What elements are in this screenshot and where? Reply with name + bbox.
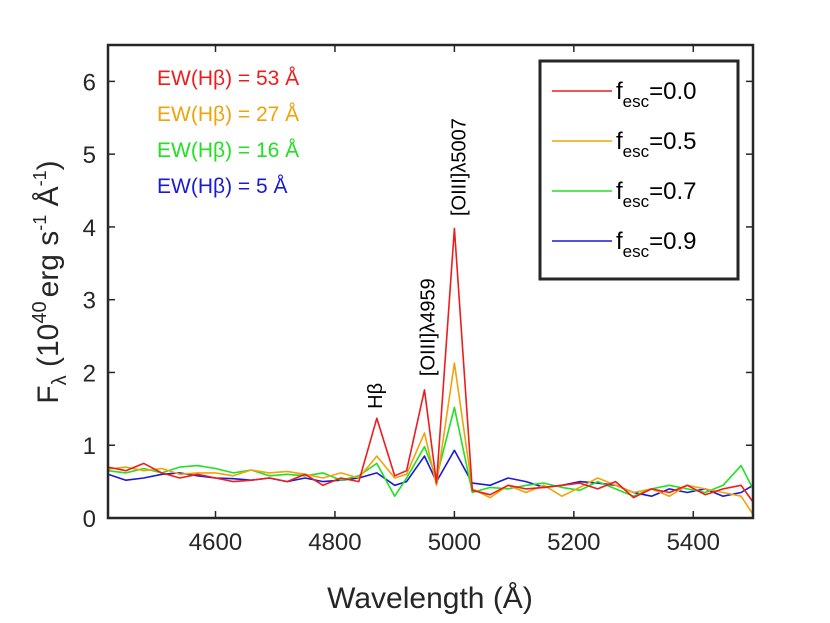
ew-label: EW(Hβ) = 5 Å xyxy=(157,175,288,198)
y-label-base: F xyxy=(32,385,65,403)
x-axis-label: Wavelength (Å) xyxy=(327,582,533,615)
y-tick-label: 2 xyxy=(83,360,96,387)
y-label-sup1: 40 xyxy=(29,301,51,323)
y-tick-label: 6 xyxy=(83,69,96,96)
y-tick-label: 0 xyxy=(83,506,96,533)
y-label-sup2: -1 xyxy=(30,215,50,231)
x-tick-label: 5400 xyxy=(667,529,720,556)
y-label-sup3: -1 xyxy=(30,170,50,186)
x-tick-label: 5200 xyxy=(547,529,600,556)
legend-entries: fesc=0.0 fesc=0.5 fesc=0.7 fesc=0.9 xyxy=(552,78,697,261)
legend-label: fesc=0.9 xyxy=(616,228,697,261)
ew-label: EW(Hβ) = 27 Å xyxy=(157,103,299,126)
line-annotation: [OIII]λ4959 xyxy=(418,278,440,376)
legend-label: fesc=0.0 xyxy=(616,78,697,111)
y-label-open: (10 xyxy=(32,324,65,376)
y-label-close: ) xyxy=(32,160,65,170)
plot-frame xyxy=(106,43,755,520)
y-axis-label: Fλ (1040erg s-1 Å-1) xyxy=(29,160,71,403)
x-tick-label: 5000 xyxy=(428,529,481,556)
legend-box xyxy=(538,59,740,281)
y-tick-label: 4 xyxy=(83,215,96,242)
x-tick-label: 4800 xyxy=(308,529,361,556)
series-line-3 xyxy=(107,406,754,498)
y-label-base-sub: λ xyxy=(49,375,71,385)
y-label-mid2: Å xyxy=(32,186,65,214)
y-label-mid: erg s xyxy=(32,231,65,298)
y-tick-label: 5 xyxy=(83,142,96,169)
series-line-1 xyxy=(107,227,754,503)
line-annotations: Hβ [OIII]λ4959 [OIII]λ5007 xyxy=(365,118,471,409)
y-tick-label: 1 xyxy=(83,433,96,460)
y-tick-label: 3 xyxy=(83,288,96,315)
series-layer xyxy=(107,227,754,515)
ew-label: EW(Hβ) = 53 Å xyxy=(157,67,299,90)
ew-labels: EW(Hβ) = 53 Å EW(Hβ) = 27 Å EW(Hβ) = 16 Å E… xyxy=(157,67,299,198)
line-annotation: [OIII]λ5007 xyxy=(449,118,471,216)
line-annotation: Hβ xyxy=(365,383,387,409)
x-ticks: 4600 4800 5000 5200 5400 xyxy=(189,45,720,556)
legend: fesc=0.0 fesc=0.5 fesc=0.7 fesc=0.9 xyxy=(538,59,740,281)
legend-label: fesc=0.7 xyxy=(616,178,697,211)
y-ticks: 0 1 2 3 4 5 6 xyxy=(83,69,753,533)
x-tick-label: 4600 xyxy=(189,529,242,556)
ew-label: EW(Hβ) = 16 Å xyxy=(157,139,299,162)
legend-label: fesc=0.5 xyxy=(616,128,697,161)
